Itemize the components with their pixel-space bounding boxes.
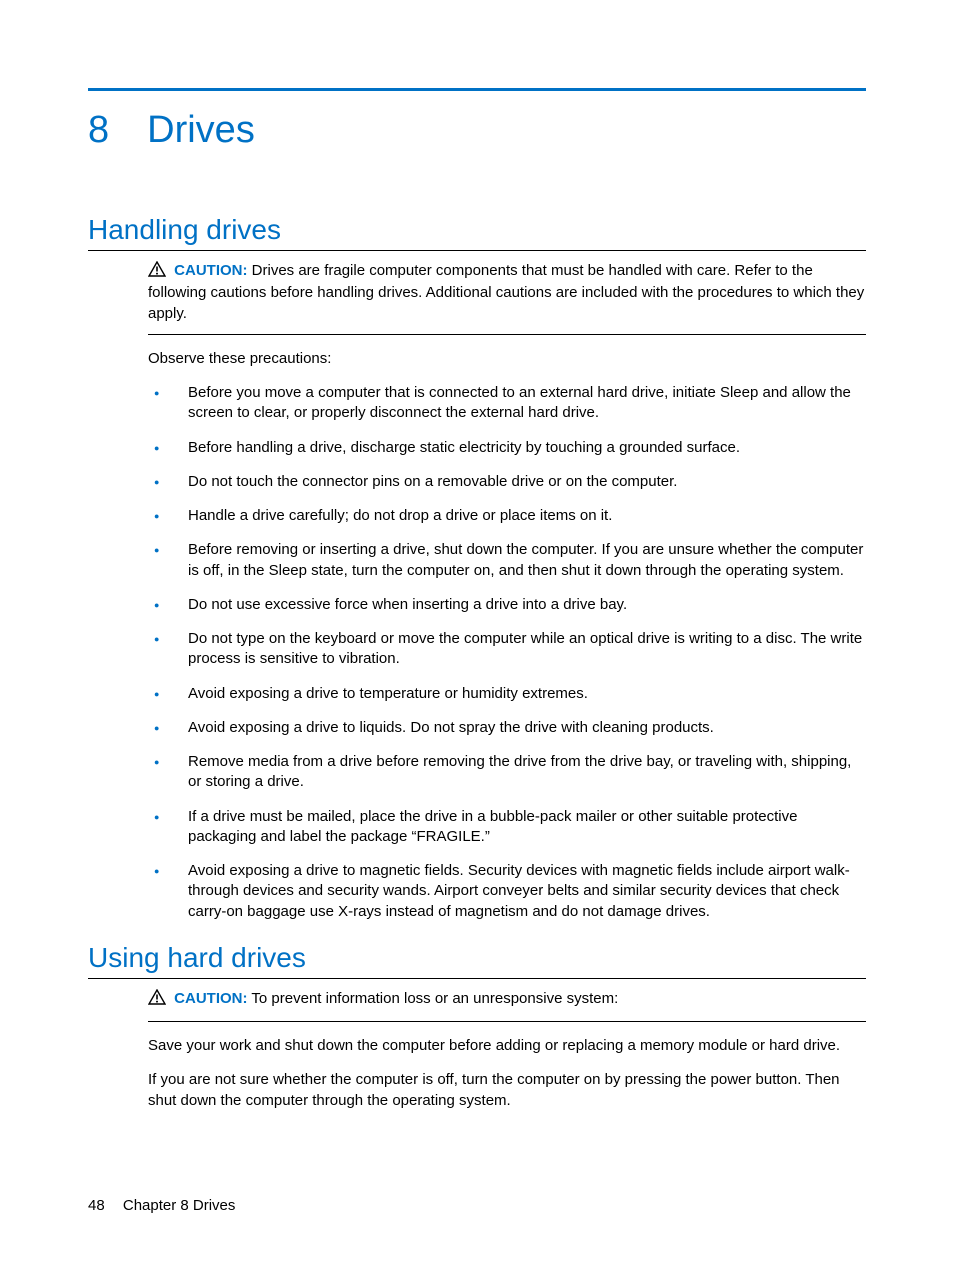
caution-text: To prevent information loss or an unresp… [251,990,618,1007]
page-number: 48 [88,1197,105,1214]
caution-block: CAUTION: To prevent information loss or … [148,989,866,1022]
footer-chapter-ref: Chapter 8 Drives [123,1197,236,1214]
page-footer: 48 Chapter 8 Drives [88,1197,235,1214]
section-handling-drives: Handling drives CAUTION: Drives are frag… [88,214,866,922]
chapter-top-rule [88,88,866,91]
caution-text: Drives are fragile computer components t… [148,262,864,322]
warning-icon [148,989,166,1011]
list-item: Before removing or inserting a drive, sh… [148,540,866,581]
section-rule [88,250,866,251]
chapter-number: 8 [88,109,109,152]
list-item: Remove media from a drive before removin… [148,752,866,793]
caution-block: CAUTION: Drives are fragile computer com… [148,261,866,335]
list-item: Handle a drive carefully; do not drop a … [148,506,866,526]
list-item: If a drive must be mailed, place the dri… [148,807,866,848]
list-item: Do not touch the connector pins on a rem… [148,472,866,492]
list-item: Avoid exposing a drive to magnetic field… [148,861,866,922]
list-item: Do not type on the keyboard or move the … [148,629,866,670]
list-item: Avoid exposing a drive to liquids. Do no… [148,718,866,738]
chapter-heading: 8 Drives [88,109,866,152]
paragraph: If you are not sure whether the computer… [148,1070,866,1111]
list-item: Before you move a computer that is conne… [148,383,866,424]
list-item: Before handling a drive, discharge stati… [148,438,866,458]
section-heading: Using hard drives [88,942,866,974]
section-rule [88,978,866,979]
section-using-hard-drives: Using hard drives CAUTION: To prevent in… [88,942,866,1111]
warning-icon [148,261,166,283]
list-item: Do not use excessive force when insertin… [148,595,866,615]
caution-label: CAUTION: [174,990,247,1007]
precautions-list: Before you move a computer that is conne… [148,383,866,922]
intro-text: Observe these precautions: [148,349,866,369]
paragraph: Save your work and shut down the compute… [148,1036,866,1056]
chapter-title: Drives [147,109,255,152]
section-heading: Handling drives [88,214,866,246]
caution-label: CAUTION: [174,262,247,279]
list-item: Avoid exposing a drive to temperature or… [148,684,866,704]
page-content: 8 Drives Handling drives CAUTION: Drives… [0,0,954,1165]
